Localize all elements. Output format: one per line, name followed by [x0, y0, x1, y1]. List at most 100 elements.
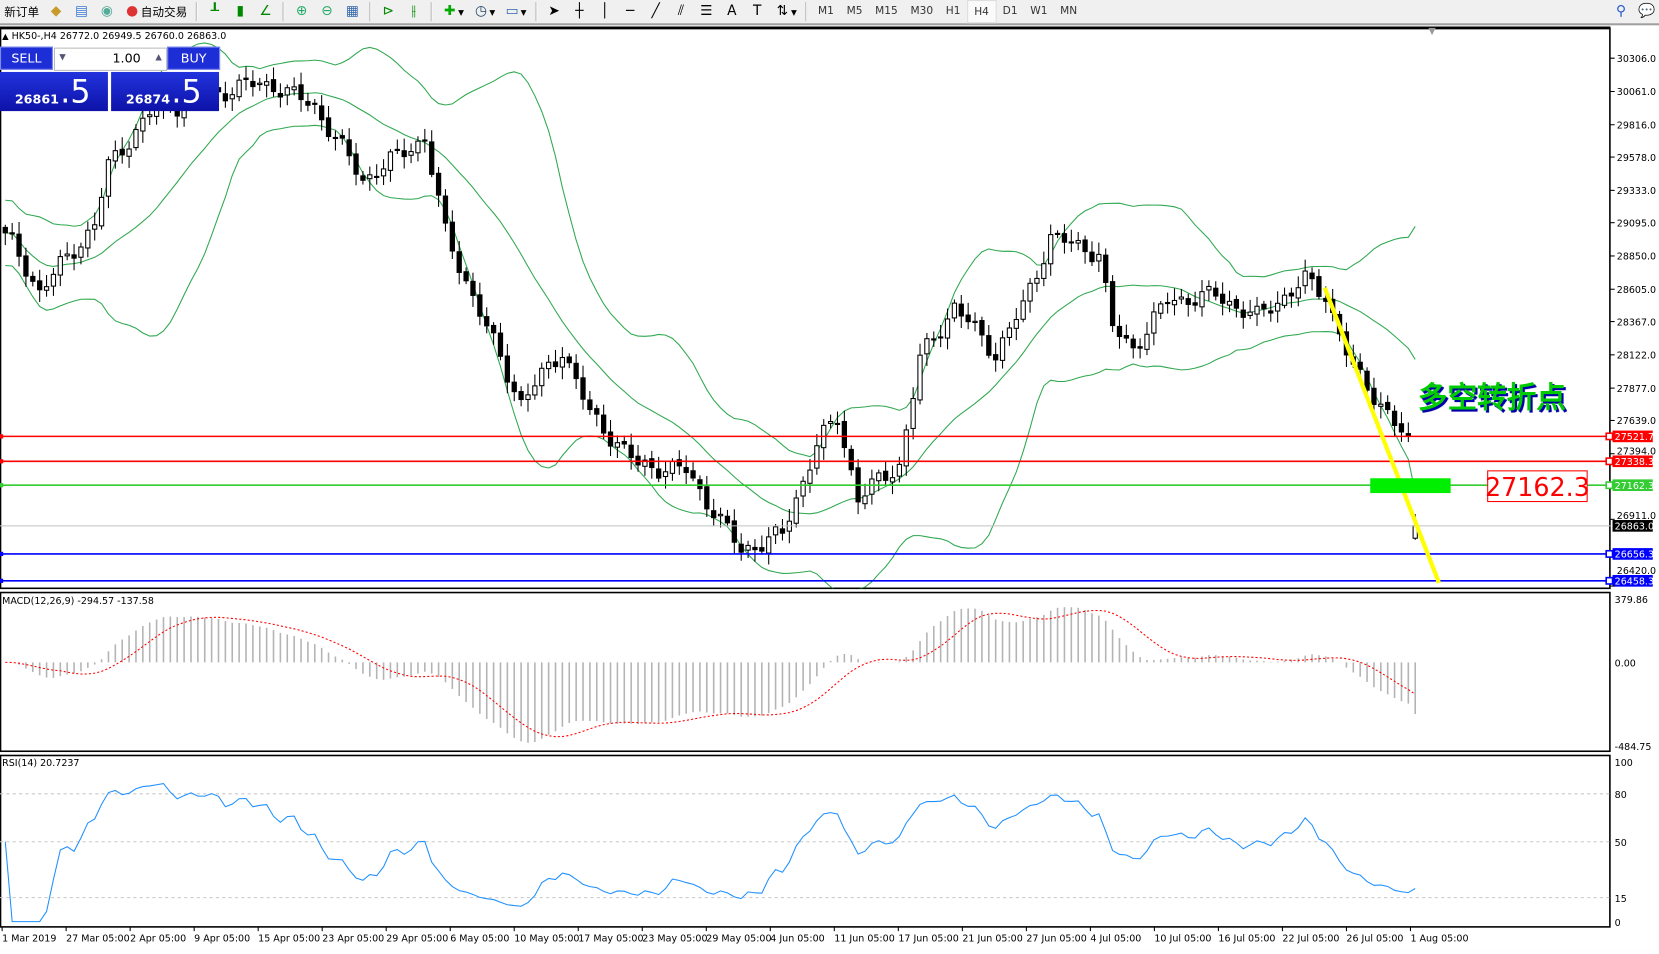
candle-body — [545, 361, 552, 370]
trendline-icon[interactable]: ╱ — [651, 3, 660, 20]
candle — [401, 138, 407, 169]
auto-scroll-icon[interactable]: ⊳ — [382, 3, 395, 20]
candle-body — [587, 399, 593, 411]
chat-icon[interactable]: 💬 — [1637, 3, 1656, 20]
candle-body — [1178, 296, 1185, 300]
candle — [1144, 322, 1150, 356]
candle — [263, 73, 270, 98]
candle-body — [229, 94, 235, 100]
candle-body — [360, 175, 366, 181]
arrows-icon[interactable]: ⇅ ▾ — [776, 3, 797, 20]
candle-body — [834, 422, 841, 426]
candle-body — [484, 316, 490, 327]
fibonacci-icon[interactable]: ☰ — [700, 3, 713, 20]
cursor-icon[interactable]: ➤ — [548, 3, 560, 20]
sell-price-button[interactable]: 26861.5 — [0, 71, 108, 112]
candle — [1185, 293, 1191, 317]
candle — [37, 269, 43, 302]
candle-body — [1054, 232, 1061, 235]
signal-icon[interactable]: ◉ — [100, 3, 113, 20]
new-order-button[interactable]: 新订单 — [0, 1, 43, 22]
timeframe-m15[interactable]: M15 — [875, 4, 898, 17]
chart-shift-icon[interactable]: ⫲ — [411, 3, 416, 20]
tile-windows-icon[interactable]: ▦ — [345, 3, 359, 20]
line-chart-icon[interactable]: ∠ — [259, 3, 272, 20]
indicators-icon[interactable]: ✚ ▾ — [443, 3, 465, 20]
candle-body — [490, 324, 497, 334]
candle — [394, 139, 400, 154]
zoom-in-icon[interactable]: ⊕ — [295, 3, 308, 20]
gold-icon[interactable]: ◆ — [50, 3, 62, 20]
crosshair-icon[interactable]: ┼ — [575, 3, 584, 20]
candle-body — [470, 280, 476, 296]
buy-price-main: 26874 — [125, 92, 171, 107]
candle — [834, 411, 841, 435]
candle-body — [518, 391, 524, 401]
candle-body — [325, 117, 332, 138]
sell-button[interactable]: SELL — [0, 46, 53, 70]
candle — [752, 539, 758, 562]
candle — [339, 129, 345, 145]
candle — [477, 282, 483, 326]
timeframe-m30[interactable]: M30 — [910, 4, 934, 17]
candle — [16, 221, 22, 267]
text-icon[interactable]: A — [727, 3, 737, 20]
timeframe-m5[interactable]: M5 — [846, 4, 863, 17]
zoom-out-icon[interactable]: ⊖ — [321, 3, 333, 20]
periods-icon[interactable]: ◷ ▾ — [474, 3, 496, 20]
candle — [30, 271, 36, 287]
candle — [229, 87, 235, 111]
candle — [284, 84, 290, 106]
search-icon[interactable]: ⚲ — [1615, 3, 1627, 20]
candle-body — [683, 467, 689, 474]
candle — [779, 518, 786, 541]
chart-area[interactable]: 27521.7 27338.3 27162.3 26863.0 26656.3 26458… — [0, 25, 1659, 951]
candle-body — [367, 174, 373, 180]
timeframe-h4[interactable]: H4 — [966, 0, 997, 24]
time-axis-label: 2 Apr 05:00 — [130, 934, 186, 945]
buy-button[interactable]: BUY — [167, 46, 221, 70]
candle — [387, 149, 394, 182]
bar-chart-icon[interactable]: ┸ — [210, 3, 219, 20]
timeframe-d1[interactable]: D1 — [1002, 4, 1018, 17]
time-axis-label: 15 Apr 05:00 — [258, 934, 320, 945]
candle-body — [793, 497, 799, 524]
lot-size-input[interactable]: ▼ 1.00 ▲ — [53, 47, 168, 71]
candle — [910, 387, 916, 440]
timeframe-mn[interactable]: MN — [1060, 4, 1078, 17]
horizontal-line-icon[interactable]: ─ — [626, 3, 635, 20]
channel-icon[interactable]: ⫽ — [677, 3, 685, 20]
candle-body — [993, 354, 999, 361]
buy-price-button[interactable]: 26874.5 — [111, 71, 220, 112]
macd-signal-line — [5, 609, 1416, 738]
timeframe-w1[interactable]: W1 — [1030, 4, 1048, 17]
candle-body — [1027, 282, 1033, 302]
time-axis-label: 27 Mar 05:00 — [66, 934, 130, 945]
candle-body — [951, 302, 958, 319]
price-axis-label: 26911.0 — [1617, 511, 1656, 522]
timeframe-m1[interactable]: M1 — [818, 4, 834, 17]
candle-body — [869, 478, 875, 495]
candle-body — [1068, 241, 1074, 244]
auto-trading-button[interactable]: ● 自动交易 — [126, 3, 188, 20]
vertical-line-icon[interactable]: │ — [600, 3, 609, 20]
lot-decrease-icon[interactable]: ▼ — [59, 51, 66, 62]
candle-body — [126, 148, 132, 157]
candle — [374, 164, 380, 185]
candle-body — [1378, 403, 1384, 407]
candle-chart-icon[interactable]: ▮ — [236, 3, 244, 20]
candle-body — [504, 355, 511, 383]
timeframe-h1[interactable]: H1 — [945, 4, 961, 17]
candle-body — [291, 86, 297, 91]
candle-body — [119, 148, 125, 156]
candle — [848, 445, 854, 476]
rsi-axis-label: 100 — [1615, 758, 1633, 769]
lot-increase-icon[interactable]: ▲ — [155, 51, 162, 62]
templates-icon[interactable]: ▭ ▾ — [505, 3, 527, 20]
text-label-icon[interactable]: T — [752, 3, 762, 20]
candle-body — [1137, 346, 1143, 349]
candle — [325, 106, 332, 142]
candle — [690, 462, 696, 482]
data-window-icon[interactable]: ▤ — [74, 3, 88, 20]
candle-body — [697, 479, 703, 490]
